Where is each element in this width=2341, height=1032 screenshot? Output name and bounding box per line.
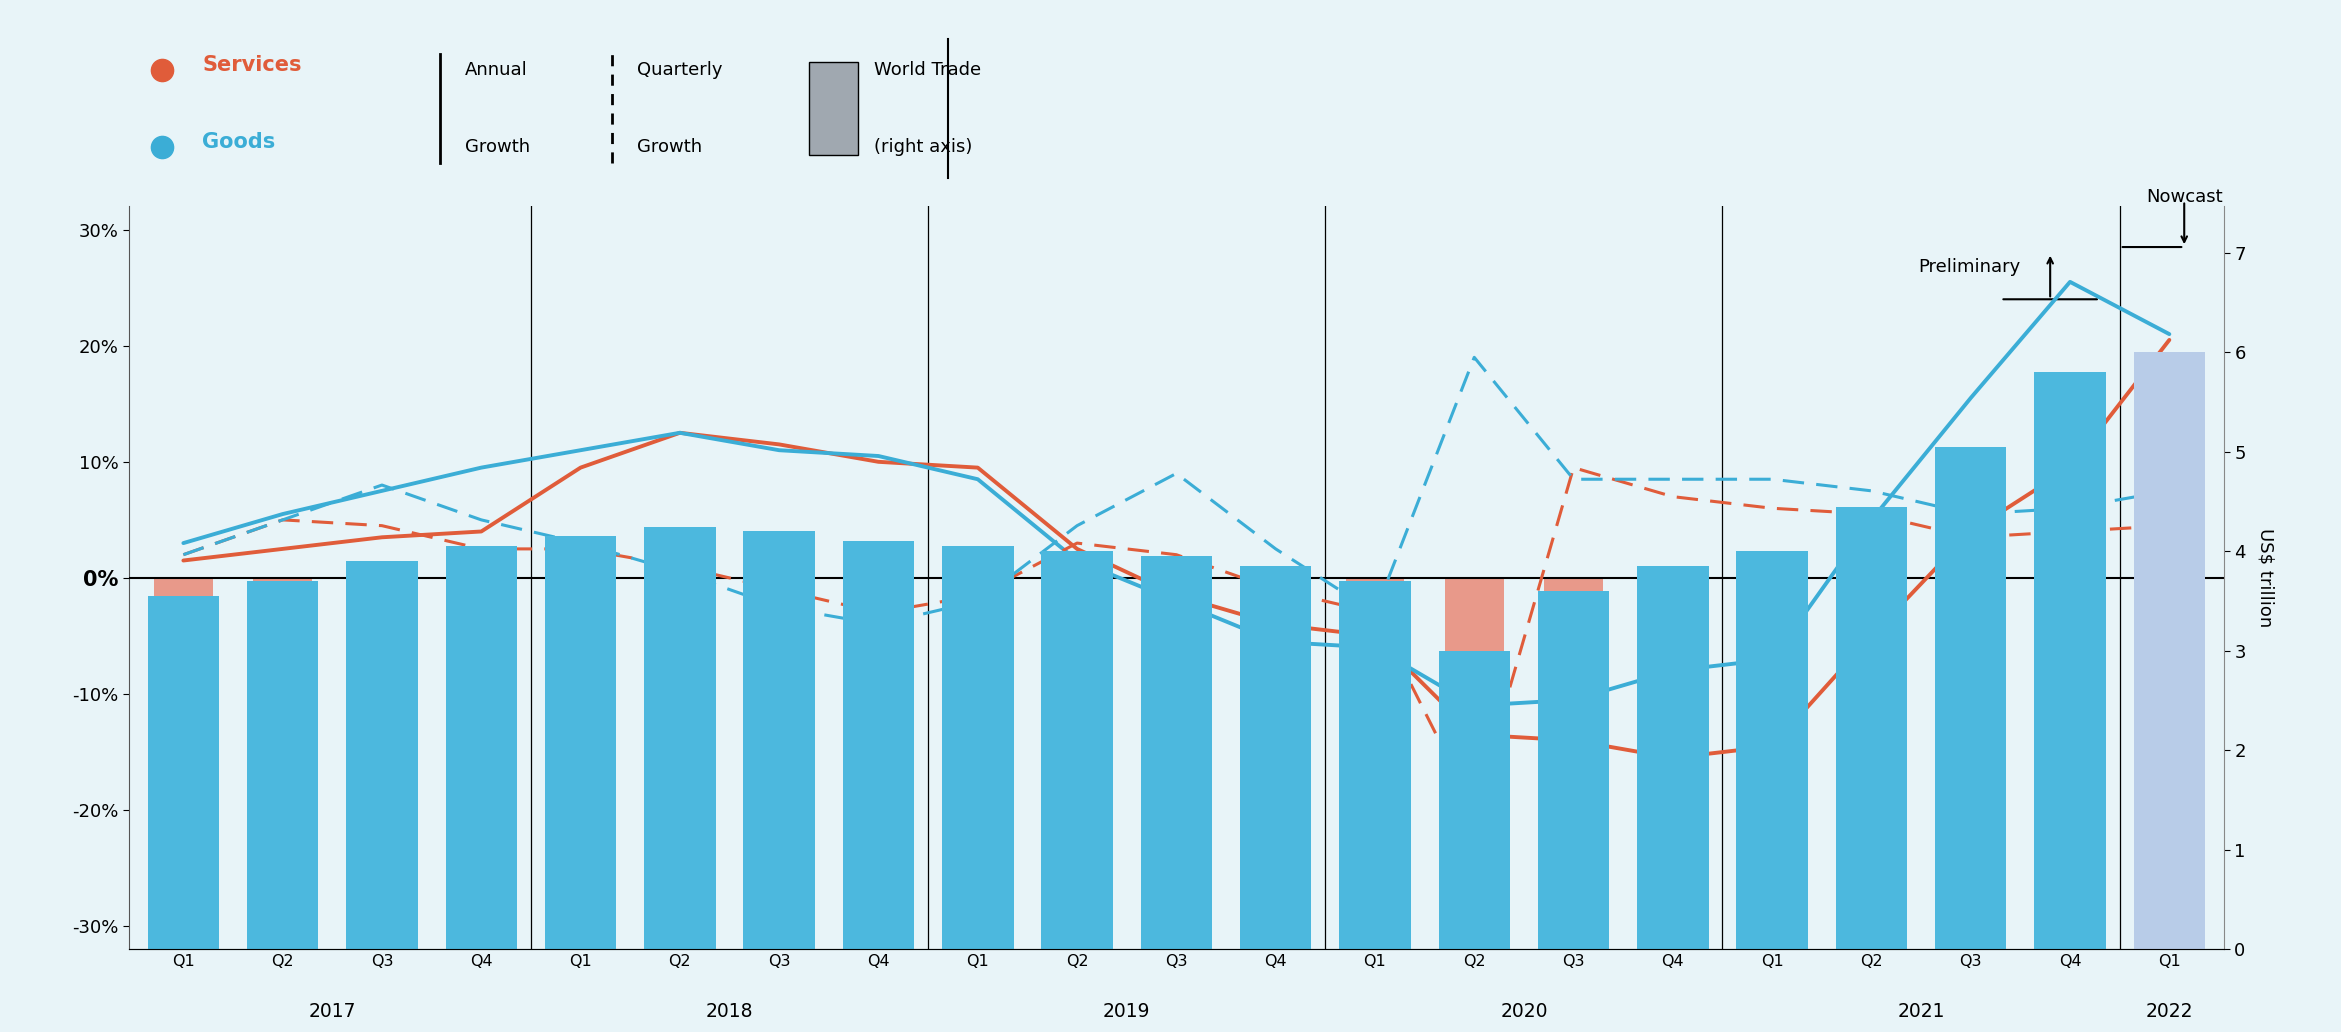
Bar bbox=[1636, 567, 1709, 949]
Text: 2019: 2019 bbox=[1103, 1002, 1149, 1021]
Text: 2017: 2017 bbox=[309, 1002, 356, 1021]
FancyBboxPatch shape bbox=[810, 62, 857, 155]
Bar bbox=[246, 581, 318, 949]
Bar bbox=[545, 537, 616, 949]
Bar bbox=[2140, 578, 2198, 775]
Bar bbox=[1643, 578, 1702, 804]
Bar bbox=[1140, 556, 1213, 949]
Bar bbox=[2034, 373, 2107, 949]
Text: (right axis): (right axis) bbox=[876, 138, 974, 156]
Text: World Trade: World Trade bbox=[876, 61, 981, 78]
Bar bbox=[452, 578, 510, 781]
Bar bbox=[550, 578, 611, 775]
Bar bbox=[2133, 352, 2205, 949]
Bar bbox=[2041, 578, 2100, 770]
Bar bbox=[155, 578, 213, 804]
Bar bbox=[445, 546, 517, 949]
Text: Nowcast: Nowcast bbox=[2147, 189, 2222, 206]
Bar bbox=[1245, 578, 1304, 775]
Bar bbox=[1742, 578, 1803, 793]
Text: Growth: Growth bbox=[464, 138, 529, 156]
Bar bbox=[948, 578, 1007, 775]
Text: Preliminary: Preliminary bbox=[1917, 258, 2020, 276]
Text: Growth: Growth bbox=[637, 138, 702, 156]
Bar bbox=[1241, 567, 1311, 949]
Text: Annual: Annual bbox=[464, 61, 527, 78]
Text: 2018: 2018 bbox=[705, 1002, 754, 1021]
Y-axis label: US$ trillion: US$ trillion bbox=[2257, 528, 2275, 627]
Bar bbox=[1545, 578, 1604, 810]
Bar bbox=[1538, 591, 1608, 949]
Bar bbox=[651, 578, 709, 775]
Bar bbox=[1444, 578, 1503, 821]
Bar bbox=[1941, 578, 1999, 770]
Text: Quarterly: Quarterly bbox=[637, 61, 723, 78]
Bar bbox=[1339, 581, 1412, 949]
Bar bbox=[253, 578, 311, 793]
Bar bbox=[1042, 551, 1112, 949]
Bar bbox=[346, 561, 417, 949]
Text: 2021: 2021 bbox=[1896, 1002, 1945, 1021]
Bar bbox=[1049, 578, 1107, 775]
Bar bbox=[941, 546, 1014, 949]
Bar bbox=[1437, 651, 1510, 949]
Bar bbox=[744, 531, 815, 949]
Text: Goods: Goods bbox=[201, 132, 276, 153]
Text: 2022: 2022 bbox=[2147, 1002, 2194, 1021]
Bar bbox=[1737, 551, 1807, 949]
Bar bbox=[644, 526, 716, 949]
Bar bbox=[843, 542, 915, 949]
Bar bbox=[353, 578, 412, 793]
Bar bbox=[1936, 447, 2006, 949]
Bar bbox=[147, 596, 220, 949]
Bar bbox=[1842, 578, 1901, 775]
Text: 2020: 2020 bbox=[1501, 1002, 1547, 1021]
Bar bbox=[749, 578, 808, 775]
Bar bbox=[850, 578, 908, 775]
Bar bbox=[1346, 578, 1405, 804]
Text: Services: Services bbox=[201, 55, 302, 75]
Bar bbox=[1147, 578, 1206, 775]
Bar bbox=[1835, 507, 1908, 949]
